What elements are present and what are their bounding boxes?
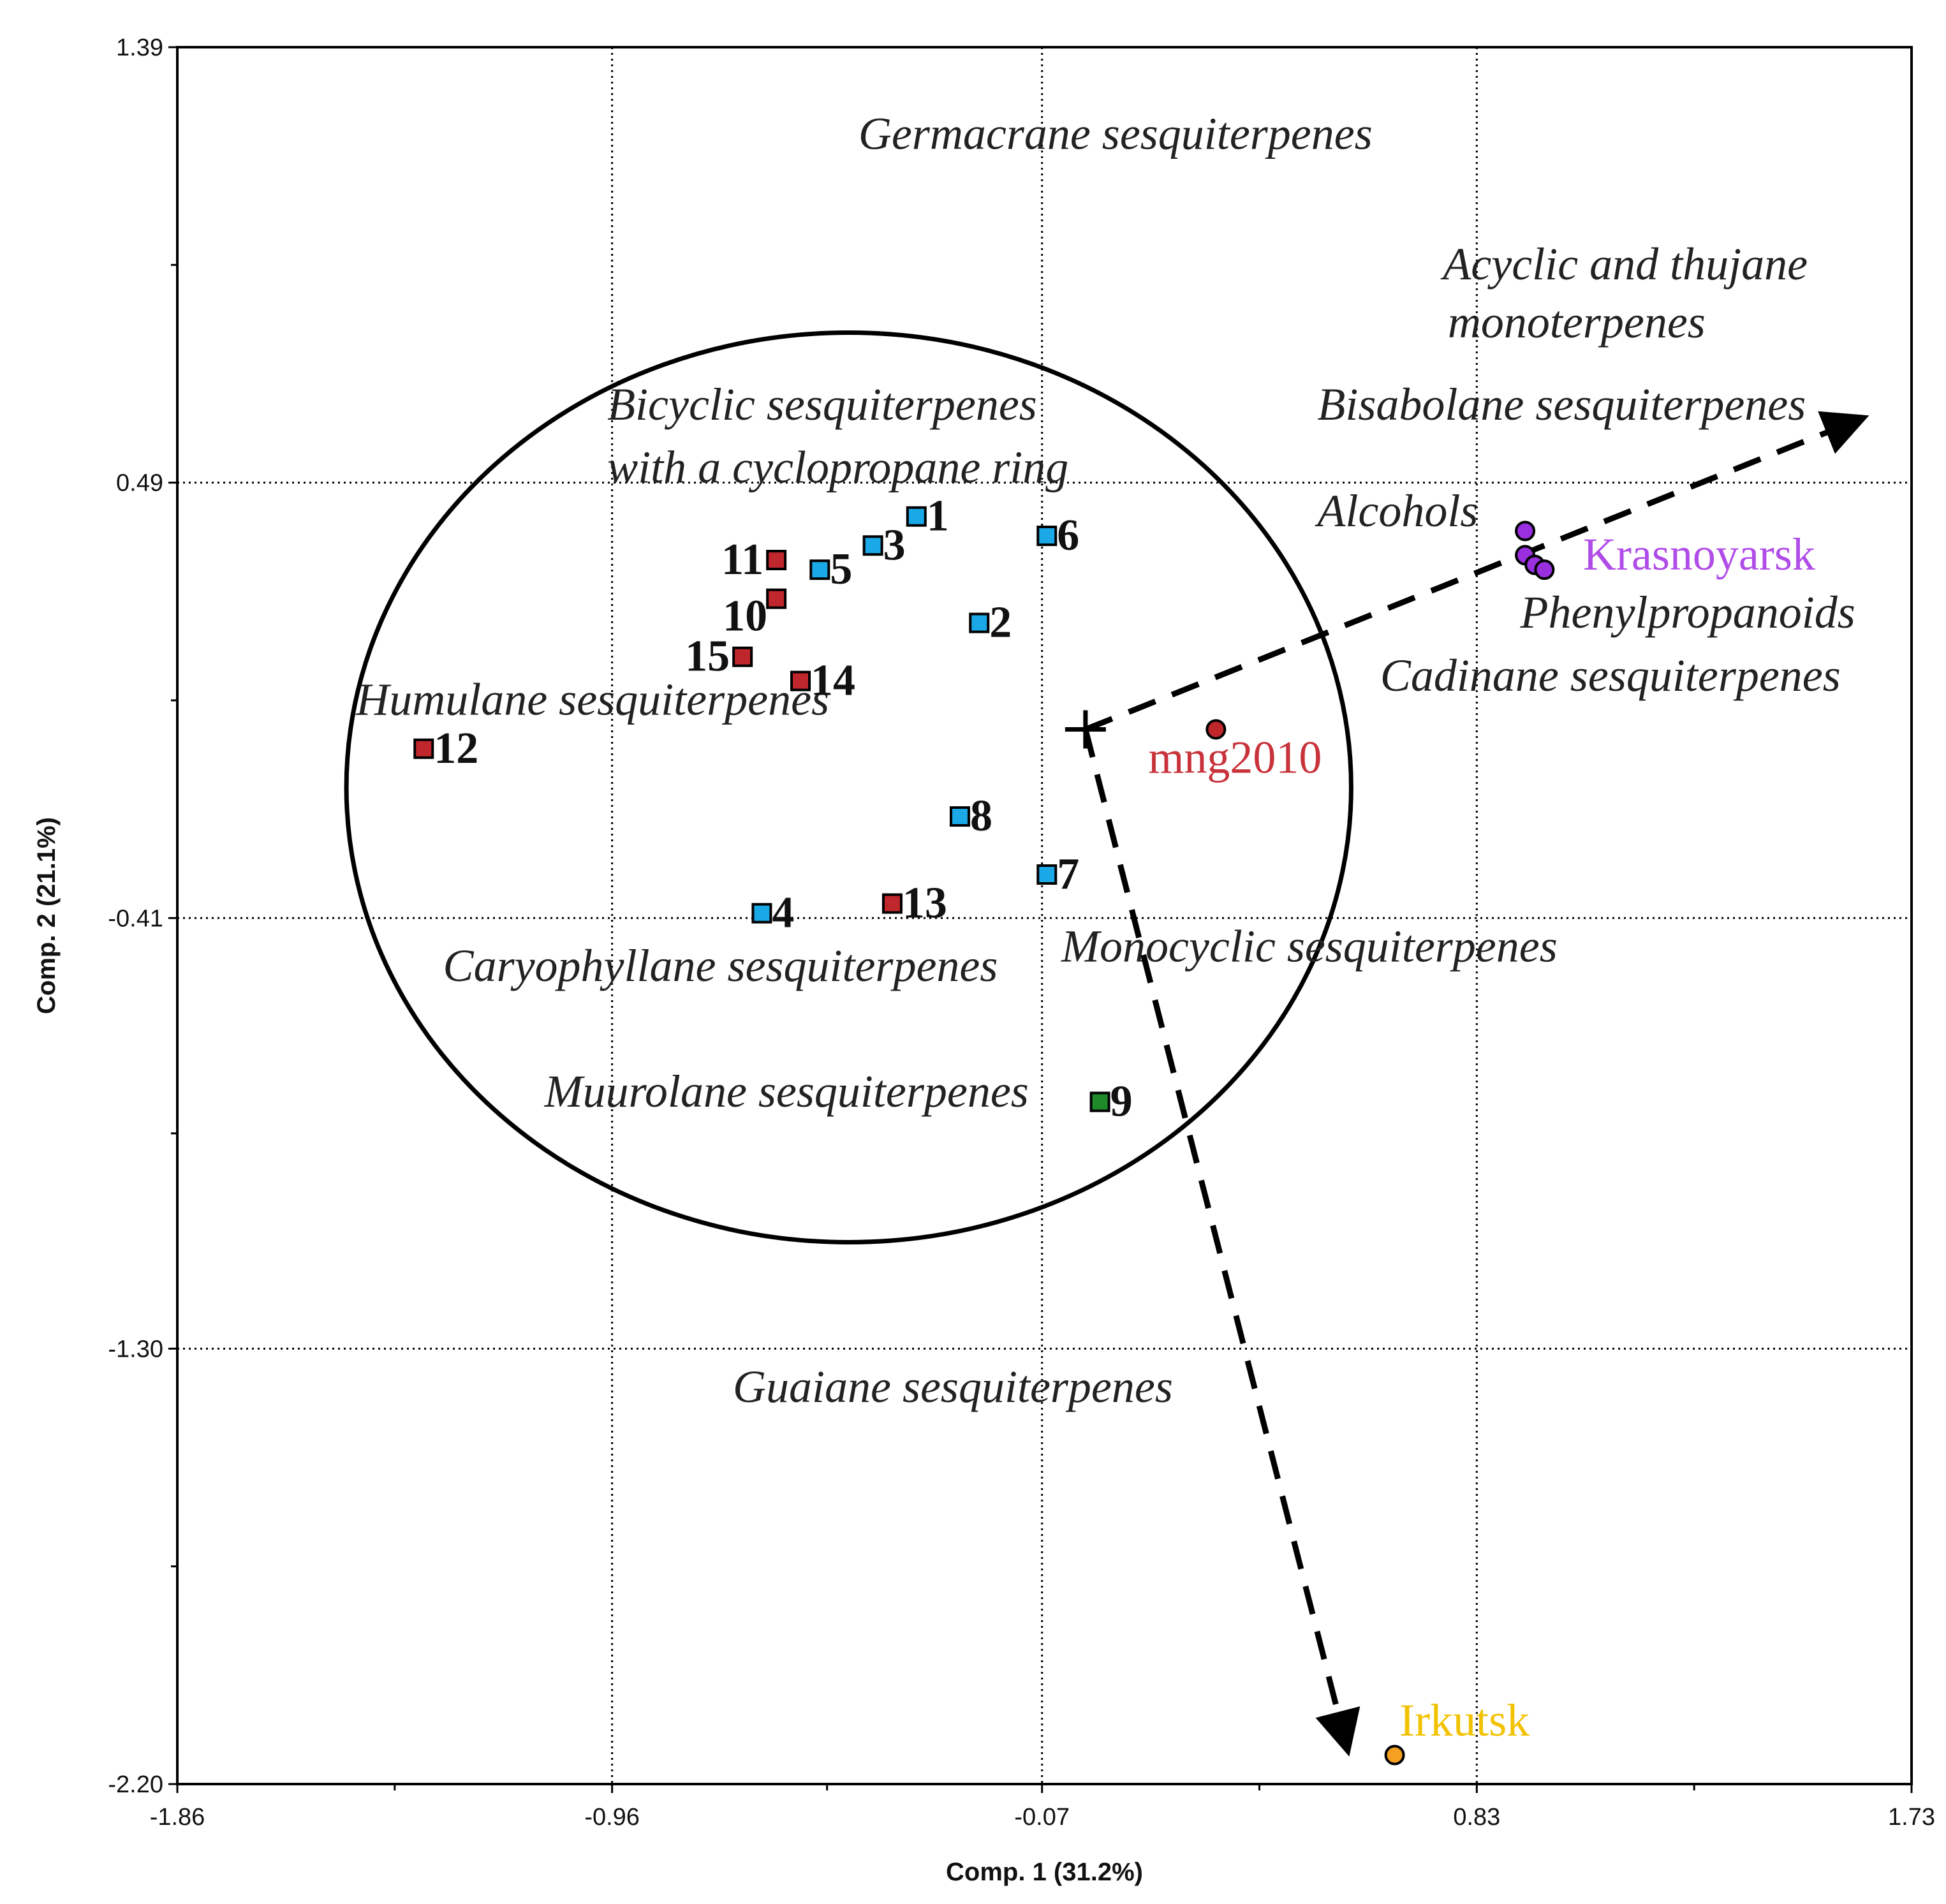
y-axis-label: Comp. 2 (21.1%) <box>33 817 61 1014</box>
variable-label: Humulane sesquiterpenes <box>355 674 829 725</box>
x-tick-label: 1.73 <box>1888 1804 1935 1831</box>
confidence-ellipse <box>344 330 1353 1244</box>
sample-marker <box>1036 526 1058 547</box>
x-tick-label: -1.86 <box>150 1804 205 1831</box>
grid <box>177 47 1912 1784</box>
sample-label: 8 <box>970 792 992 841</box>
group-point <box>1534 559 1555 580</box>
variable-label: monoterpenes <box>1448 297 1706 348</box>
sample-label: 4 <box>772 889 794 938</box>
variable-label: Cadinane sesquiterpenes <box>1380 650 1841 701</box>
sample-label: 10 <box>723 592 767 641</box>
variable-label: with a cyclopropane ring <box>607 442 1068 493</box>
y-tick-label: -1.30 <box>108 1336 163 1362</box>
sample-label: 15 <box>685 632 730 681</box>
group-point <box>1384 1745 1405 1766</box>
y-tick-label: -2.20 <box>108 1771 163 1798</box>
variable-label: Muurolane sesquiterpenes <box>544 1066 1029 1117</box>
sample-label: 9 <box>1110 1077 1133 1126</box>
reference-groups: mng2010 Krasnoyarsk Irkutsk <box>1148 520 1815 1766</box>
loading-vector-arrow <box>1082 728 1360 1757</box>
x-tick-label: 0.83 <box>1453 1804 1500 1831</box>
group-point <box>1515 520 1536 542</box>
sample-marker <box>1036 864 1058 885</box>
sample-marker <box>809 559 830 580</box>
plot-frame <box>176 46 1913 1785</box>
ellipse-outline <box>344 330 1353 1244</box>
y-tick-label: 0.49 <box>116 470 163 497</box>
sample-marker <box>969 612 990 633</box>
sample-marker <box>881 893 903 914</box>
sample-marker <box>751 903 772 924</box>
sample-label: 6 <box>1057 511 1079 560</box>
variable-label: Acyclic and thujane <box>1440 239 1808 290</box>
variable-label: Phenylpropanoids <box>1520 587 1855 638</box>
group-point <box>1205 719 1227 740</box>
sample-marker <box>766 550 787 571</box>
sample-label: 2 <box>989 598 1012 647</box>
sample-marker <box>906 506 927 527</box>
x-tick-label: -0.07 <box>1014 1804 1070 1831</box>
sample-label: 1 <box>927 492 949 541</box>
group-label: mng2010 <box>1148 732 1322 783</box>
variable-annotations: Germacrane sesquiterpenes Acyclic and thu… <box>355 108 1855 1412</box>
sample-label: 13 <box>903 879 947 928</box>
sample-label: 11 <box>721 535 763 584</box>
sample-marker <box>790 670 811 691</box>
variable-label: Caryophyllane sesquiterpenes <box>443 940 998 991</box>
variable-label: Alcohols <box>1315 485 1478 536</box>
sample-marker <box>766 588 787 609</box>
variable-label: Germacrane sesquiterpenes <box>859 108 1373 159</box>
loading-vectors <box>1065 411 1869 1757</box>
x-axis-label: Comp. 1 (31.2%) <box>946 1858 1143 1886</box>
sample-label: 12 <box>434 724 478 773</box>
group-label: Krasnoyarsk <box>1583 529 1815 580</box>
variable-label: Bicyclic sesquiterpenes <box>607 379 1037 430</box>
group-label: Irkutsk <box>1399 1695 1530 1746</box>
sample-marker <box>732 646 753 667</box>
sample-marker <box>413 738 434 759</box>
variable-label: Bisabolane sesquiterpenes <box>1317 379 1806 430</box>
sample-label: 3 <box>883 520 906 570</box>
sample-label: 5 <box>830 545 852 594</box>
sample-label: 7 <box>1057 850 1079 899</box>
y-tick-label: 1.39 <box>116 34 163 61</box>
axis-ticks: -1.86 -0.96 -0.07 0.83 1.73 1.39 0.49 -0.41 -1.3… <box>108 34 1935 1831</box>
sample-marker <box>949 806 970 827</box>
y-tick-label: -0.41 <box>108 905 163 932</box>
variable-label: Guaiane sesquiterpenes <box>733 1361 1173 1412</box>
sample-marker <box>862 535 883 556</box>
sample-marker <box>1089 1091 1110 1112</box>
x-tick-label: -0.96 <box>584 1804 640 1831</box>
sample-label: 14 <box>811 656 855 705</box>
